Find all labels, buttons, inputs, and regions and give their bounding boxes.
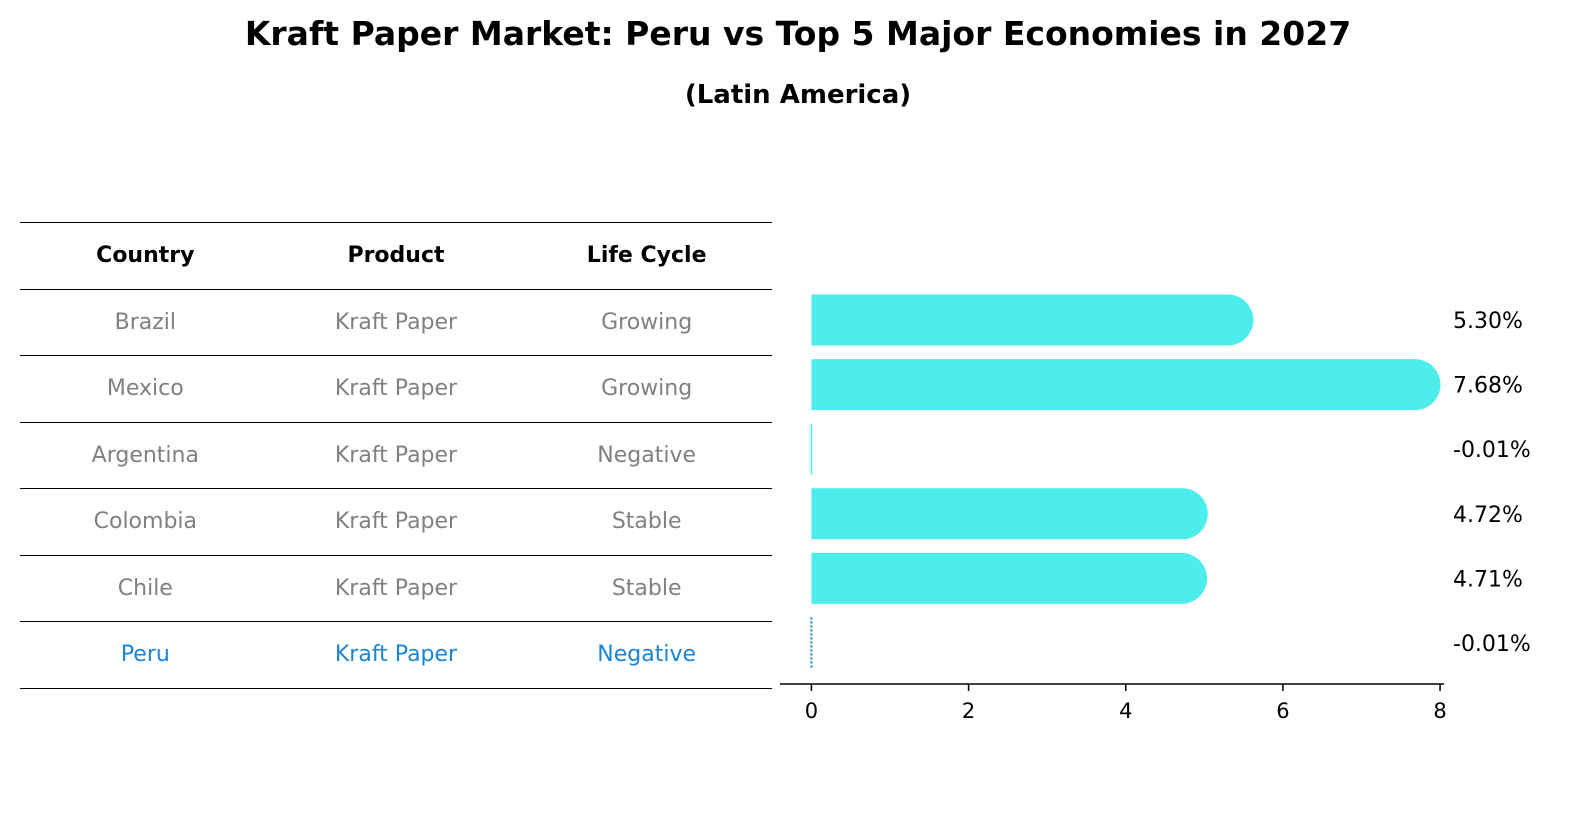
bar-colombia bbox=[811, 488, 1208, 540]
chart-subtitle: (Latin America) bbox=[684, 80, 912, 110]
cell-product: Kraft Paper bbox=[270, 554, 522, 622]
table-header-row: Country Product Life Cycle bbox=[20, 222, 772, 290]
cell-life-cycle: Negative bbox=[521, 621, 772, 689]
value-label-colombia: 4.72% bbox=[1453, 503, 1523, 528]
table-row: Argentina Kraft Paper Negative bbox=[20, 421, 772, 489]
cell-life-cycle: Stable bbox=[521, 488, 772, 556]
value-label-peru: -0.01% bbox=[1453, 632, 1531, 657]
x-tick-label-8: 8 bbox=[1433, 699, 1446, 723]
cell-product: Kraft Paper bbox=[270, 288, 522, 356]
cell-product: Kraft Paper bbox=[270, 488, 522, 556]
cell-country: Argentina bbox=[20, 421, 271, 489]
chart-title: Kraft Paper Market: Peru vs Top 5 Major … bbox=[244, 14, 1352, 53]
value-label-argentina: -0.01% bbox=[1453, 438, 1531, 463]
cell-life-cycle: Negative bbox=[521, 421, 772, 489]
header-product: Product bbox=[270, 222, 522, 290]
cell-country: Mexico bbox=[20, 355, 271, 423]
table-row: Mexico Kraft Paper Growing bbox=[20, 355, 772, 423]
x-tick-label-0: 0 bbox=[805, 699, 818, 723]
cell-country: Peru bbox=[20, 621, 271, 689]
cell-product: Kraft Paper bbox=[270, 621, 522, 689]
cell-country: Colombia bbox=[20, 488, 271, 556]
bar-mexico bbox=[811, 359, 1441, 411]
cell-country: Chile bbox=[20, 554, 271, 622]
x-tick-label-2: 2 bbox=[962, 699, 975, 723]
table-row: Brazil Kraft Paper Growing bbox=[20, 288, 772, 356]
cell-country: Brazil bbox=[20, 288, 271, 356]
value-label-brazil: 5.30% bbox=[1453, 309, 1523, 334]
cell-product: Kraft Paper bbox=[270, 355, 522, 423]
header-country: Country bbox=[20, 222, 271, 290]
cell-life-cycle: Growing bbox=[521, 355, 772, 423]
bar-brazil bbox=[811, 294, 1254, 346]
table-row-highlight: Peru Kraft Paper Negative bbox=[20, 621, 772, 689]
market-table: Country Product Life Cycle Brazil Kraft … bbox=[20, 222, 772, 689]
header-life-cycle: Life Cycle bbox=[521, 222, 772, 290]
cell-product: Kraft Paper bbox=[270, 421, 522, 489]
x-tick-label-6: 6 bbox=[1276, 699, 1289, 723]
value-label-chile: 4.71% bbox=[1453, 567, 1523, 592]
cell-life-cycle: Growing bbox=[521, 288, 772, 356]
bar-chile bbox=[811, 552, 1208, 604]
value-label-mexico: 7.68% bbox=[1453, 374, 1523, 399]
table-row: Chile Kraft Paper Stable bbox=[20, 554, 772, 622]
table-row: Colombia Kraft Paper Stable bbox=[20, 488, 772, 556]
x-tick-label-4: 4 bbox=[1119, 699, 1132, 723]
cell-life-cycle: Stable bbox=[521, 554, 772, 622]
bar-chart: 5.30% 7.68% -0.01% 4.72% 4.71% -0.01% 0 2 4 6 8 bbox=[780, 294, 1531, 723]
